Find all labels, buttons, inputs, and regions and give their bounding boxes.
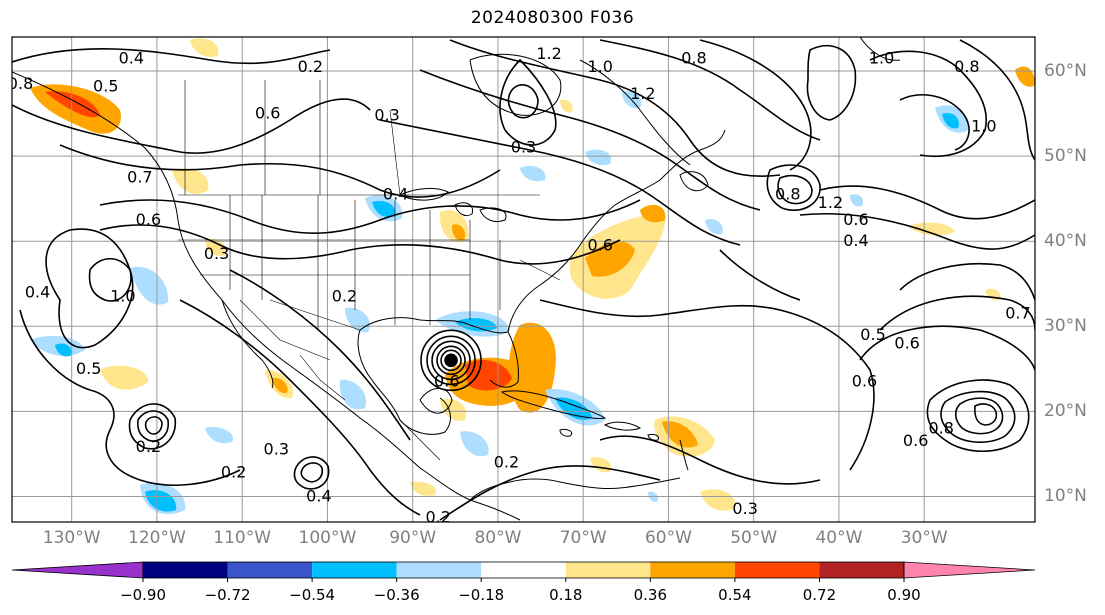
colorbar-segment [481, 562, 566, 578]
plot-title: 2024080300 F036 [470, 8, 635, 28]
lon-tick-label: 100°W [298, 528, 357, 548]
contour-label: 0.3 [732, 499, 757, 518]
colorbar-segment [143, 562, 228, 578]
lat-tick-label: 50°N [1044, 146, 1087, 167]
contour-label: 0.4 [843, 231, 868, 250]
contour-label: 0.6 [843, 210, 868, 229]
shading-layer [30, 38, 1035, 515]
colorbar-segment [312, 562, 397, 578]
lon-tick-label: 130°W [42, 528, 101, 548]
colorbar-tick-label: 0.72 [802, 586, 837, 604]
contour-label: 0.6 [903, 431, 928, 450]
lon-tick-label: 50°W [730, 528, 778, 548]
contour-label: 0.5 [93, 76, 118, 95]
colorbar-extend-max [903, 561, 1036, 579]
colorbar-tick-label: 0.18 [549, 586, 583, 604]
contour-label: 0.2 [136, 437, 161, 456]
lon-tick-label: 70°W [559, 528, 607, 548]
contour-label: 0.6 [852, 372, 877, 391]
contour-label: 0.3 [204, 244, 229, 263]
colorbar-segment [396, 562, 482, 578]
colorbar-segment [734, 562, 820, 578]
lon-tick-label: 40°W [815, 528, 863, 548]
contour-label: 0.7 [1005, 304, 1030, 323]
state-borders-layer [178, 80, 561, 461]
contour-label: 0.2 [494, 452, 519, 471]
colorbar-segment [565, 562, 651, 578]
contour-label: 0.2 [298, 57, 323, 76]
contour-label: 1.2 [536, 44, 561, 63]
contour-label: 1.2 [818, 193, 843, 212]
lat-tick-label: 60°N [1044, 61, 1087, 82]
contour-label: 1.0 [587, 57, 612, 76]
contour-labels: 0.40.8 0.50.20.6 0.30.70.60.31.00.40.50.20… [8, 44, 1031, 527]
colorbar-tick-label: 0.36 [633, 586, 668, 604]
contour-label: 1.0 [869, 48, 894, 67]
colorbar-extend-min [11, 561, 144, 579]
colorbar-tick-label: −0.54 [289, 586, 336, 604]
map-frame [11, 36, 1036, 523]
lon-tick-label: 60°W [644, 528, 692, 548]
lon-tick-label: 80°W [474, 528, 522, 548]
contour-label: 0.4 [306, 486, 331, 505]
contour-label: 0.4 [25, 282, 50, 301]
contour-label: 0.6 [894, 333, 919, 352]
lat-tick-label: 30°N [1044, 316, 1087, 337]
contour-label: 0.2 [332, 287, 357, 306]
contour-label: 0.3 [511, 138, 536, 157]
colorbar-tick-label: 0.90 [887, 586, 921, 604]
contour-label: 0.5 [76, 359, 101, 378]
contour-label: 0.6 [136, 210, 161, 229]
colorbar-tick-label: 0.54 [718, 586, 752, 604]
contour-label: 0.8 [681, 48, 706, 67]
contour-label: 0.2 [221, 463, 246, 482]
contour-lines-layer [12, 39, 1035, 521]
colorbar-outline [142, 561, 905, 579]
lon-tick-label: 120°W [128, 528, 186, 548]
lon-tick-label: 30°W [900, 528, 948, 548]
lon-tick-label: 90°W [389, 528, 437, 548]
contour-label: 1.0 [110, 287, 135, 306]
lat-tick-label: 40°N [1044, 231, 1087, 252]
lat-tick-label: 20°N [1044, 401, 1087, 422]
lat-lon-gridlines [12, 37, 1035, 522]
contour-label: 0.3 [374, 105, 399, 124]
colorbar-segment [819, 562, 904, 578]
colorbar-tick-label: −0.36 [373, 586, 420, 604]
map-layers: 0.40.8 0.50.20.6 0.30.70.60.31.00.40.50.20… [8, 37, 1035, 527]
contour-label: 0.8 [775, 184, 800, 203]
contour-label: 0.4 [383, 184, 408, 203]
contour-label: 0.4 [119, 48, 144, 67]
colorbar [11, 561, 1036, 582]
colorbar-tick-label: −0.18 [458, 586, 505, 604]
contour-label: 1.2 [630, 84, 655, 103]
lat-tick-label: 10°N [1044, 486, 1087, 507]
contour-label: 0.6 [587, 235, 612, 254]
lon-tick-label: 110°W [213, 528, 272, 548]
contour-label: 0.7 [127, 167, 152, 186]
contour-label: 0.6 [434, 372, 459, 391]
contour-label: 0.8 [8, 74, 33, 93]
colorbar-segment [227, 562, 313, 578]
contour-label: 1.0 [971, 116, 996, 135]
coastlines-layer [12, 37, 901, 521]
contour-label: 0.8 [954, 57, 979, 76]
contour-label: 0.6 [255, 104, 280, 123]
contour-label: 0.3 [264, 440, 289, 459]
contour-label: 0.2 [426, 508, 451, 527]
colorbar-tick-label: −0.72 [204, 586, 251, 604]
colorbar-segment [650, 562, 735, 578]
contour-label: 0.5 [860, 325, 885, 344]
hurricane-center [420, 329, 482, 392]
contour-label: 0.8 [928, 418, 953, 437]
colorbar-tick-label: −0.90 [120, 586, 166, 604]
